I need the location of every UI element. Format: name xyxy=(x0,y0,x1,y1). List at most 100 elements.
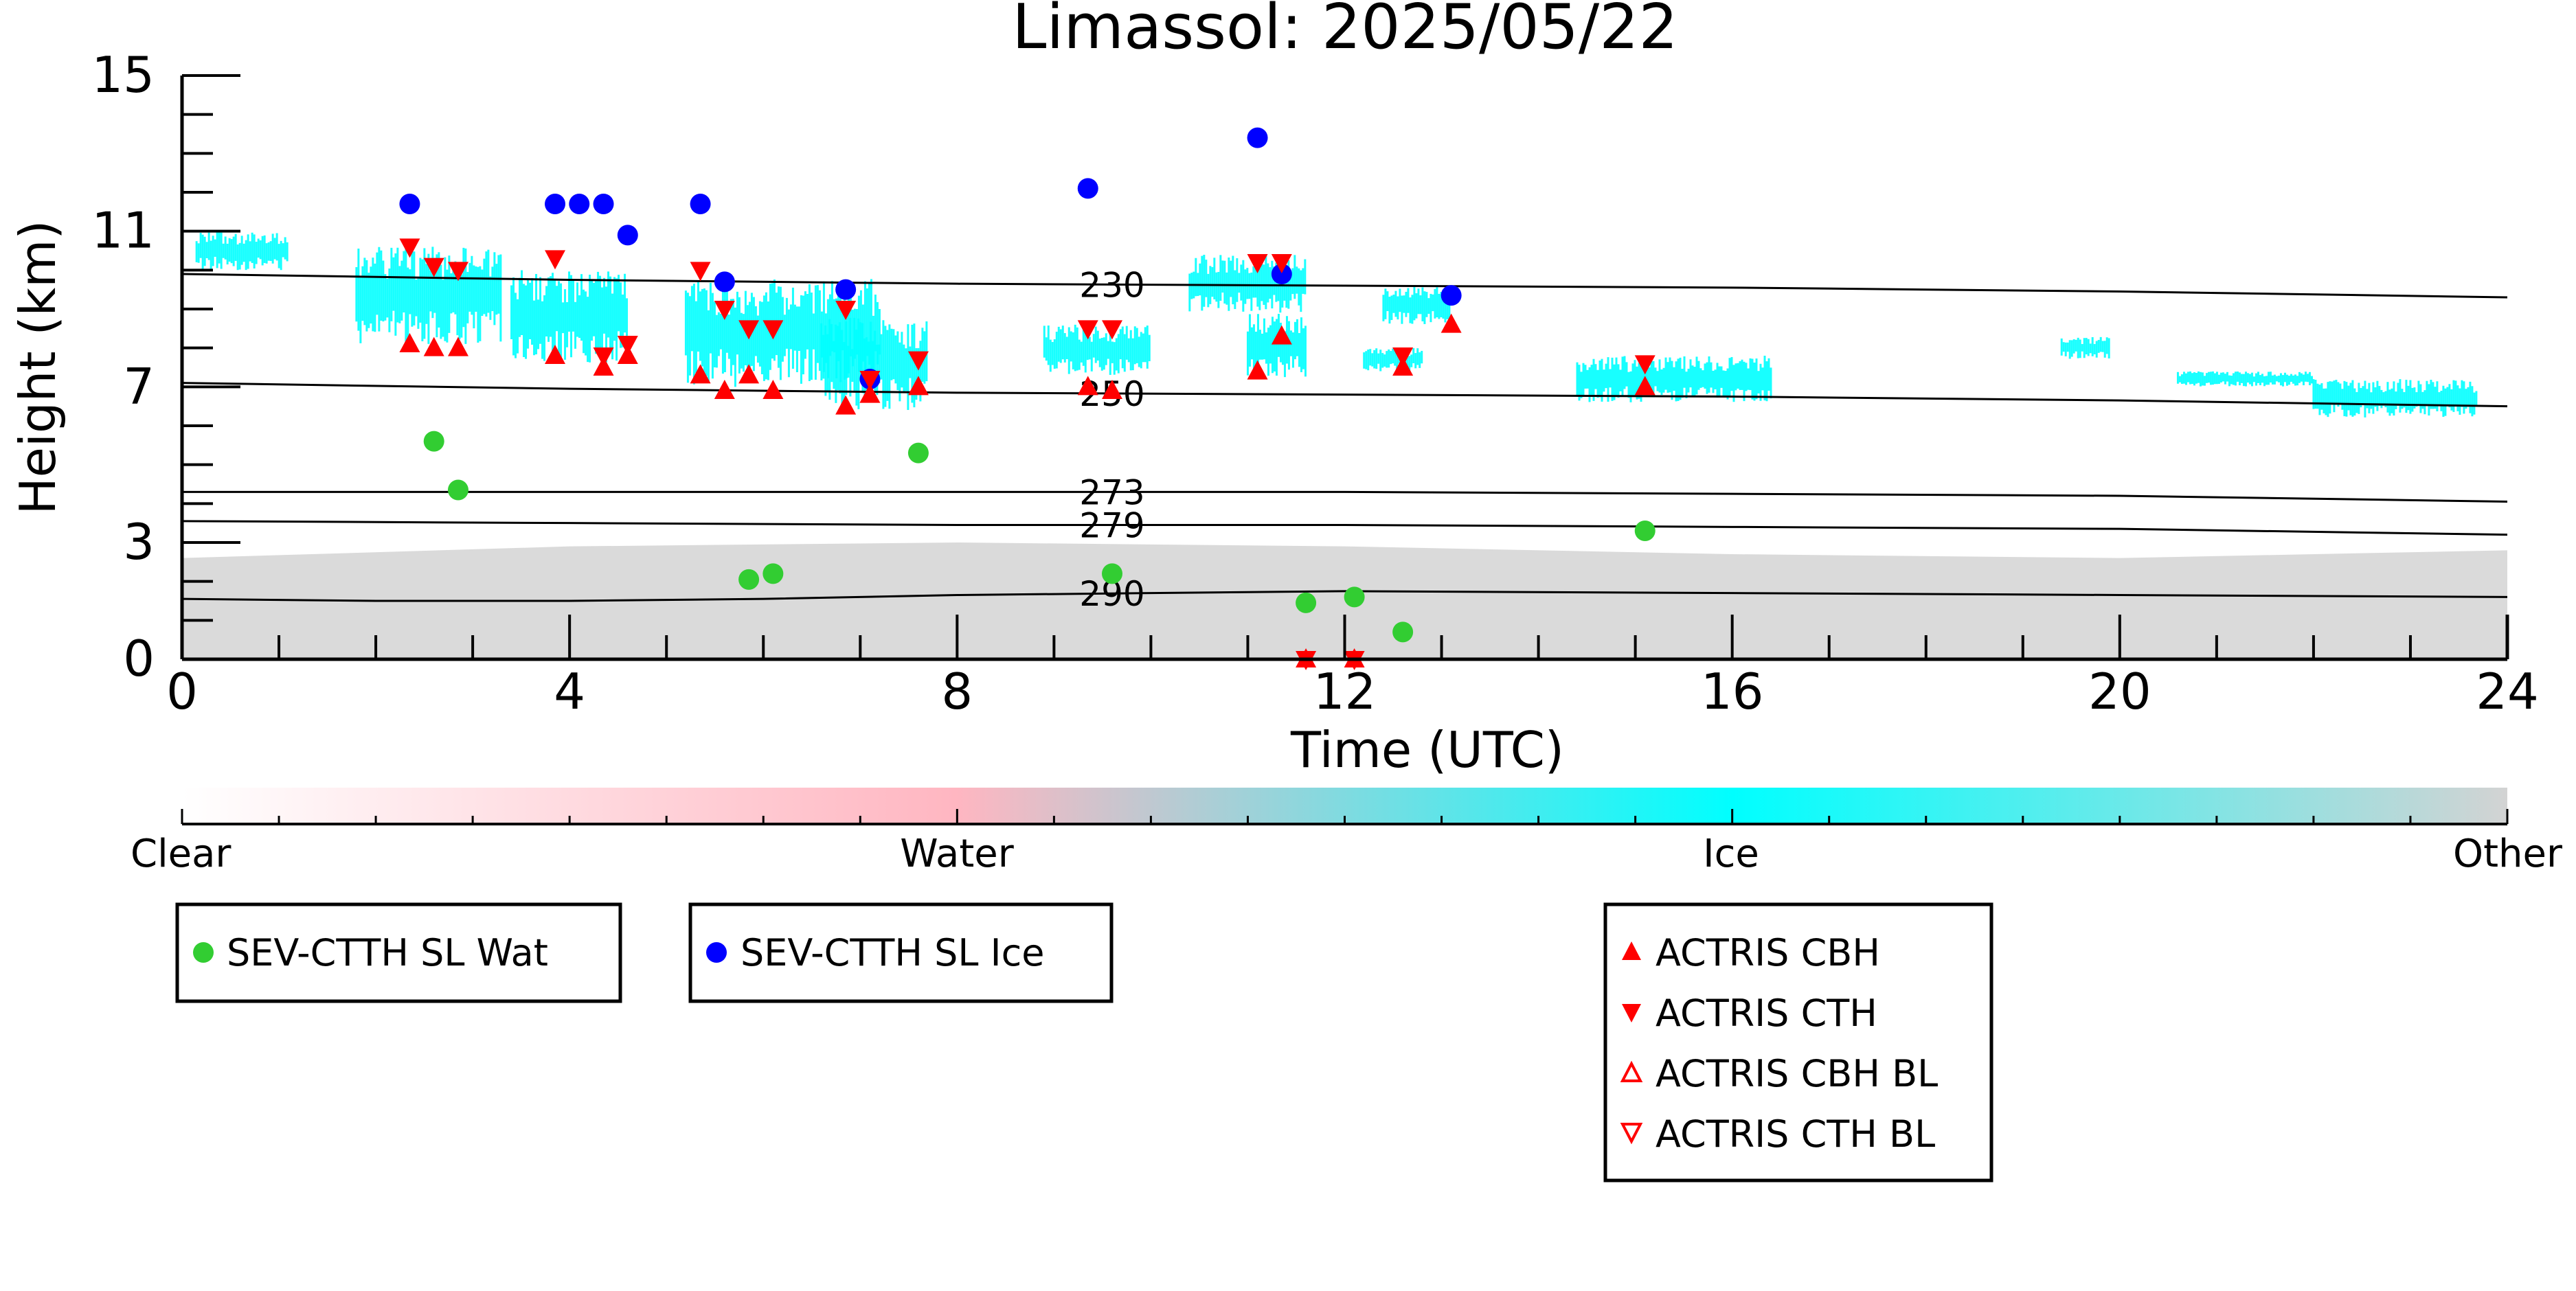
marker-sev-ctth-sl-wat xyxy=(1392,621,1414,643)
legend-label-actris-cth-bl: ACTRIS CTH BL xyxy=(1656,1112,1935,1156)
marker-actris-cbh xyxy=(545,345,566,364)
marker-actris-cbh xyxy=(835,395,857,415)
legend-marker-sev-wat xyxy=(193,942,214,963)
marker-actris-cth xyxy=(1247,254,1268,273)
legend-label-sev-wat: SEV-CTTH SL Wat xyxy=(227,931,548,974)
cloud-region xyxy=(2176,371,2313,387)
legend-marker-actris-cth xyxy=(1622,1004,1641,1022)
marker-sev-ctth-sl-ice xyxy=(617,225,638,246)
marker-sev-ctth-sl-ice xyxy=(399,194,420,214)
marker-actris-cbh xyxy=(447,336,468,356)
marker-actris-cbh xyxy=(1634,376,1656,396)
marker-sev-ctth-sl-wat xyxy=(1634,521,1656,541)
cloud-region xyxy=(195,232,289,271)
legend-frame xyxy=(175,902,622,1003)
marker-actris-cbh xyxy=(762,380,784,399)
colorbar-label-ice: Ice xyxy=(1703,832,1759,876)
y-tick-label: 7 xyxy=(123,357,155,415)
isotherm-label: 279 xyxy=(1079,506,1144,546)
legend-label-sev-ice: SEV-CTTH SL Ice xyxy=(741,931,1045,974)
y-tick-label: 15 xyxy=(91,46,155,104)
y-tick-label: 3 xyxy=(123,513,155,571)
marker-actris-cth xyxy=(423,258,444,277)
cloud-region xyxy=(1382,286,1451,324)
isotherm-line xyxy=(181,590,2508,602)
cloud-region xyxy=(1188,254,1307,313)
legend-sev-ice: SEV-CTTH SL Ice xyxy=(688,902,1114,1003)
chart-title: Limassol: 2025/05/22 xyxy=(1012,0,1677,63)
cloud-region xyxy=(2060,336,2110,359)
marker-actris-cbh xyxy=(1102,380,1122,399)
marker-sev-ctth-sl-wat xyxy=(1102,563,1122,584)
legend-actris: ACTRIS CBH ACTRIS CTH ACTRIS CBH BL ACTR… xyxy=(1603,902,1993,1183)
legend-frame xyxy=(688,902,1114,1003)
marker-actris-cth xyxy=(617,336,638,355)
marker-actris-cth xyxy=(1392,347,1414,367)
colorbar-label-clear: Clear xyxy=(131,832,231,876)
marker-sev-ctth-sl-ice xyxy=(545,194,566,214)
colorbar: Clear Water Ice Other xyxy=(131,788,2563,876)
marker-actris-cth xyxy=(714,301,735,320)
cloud-region xyxy=(510,270,629,364)
cloud-region xyxy=(1576,356,1772,402)
isotherm-line xyxy=(181,382,2508,408)
isotherm-label: 230 xyxy=(1079,265,1144,305)
marker-actris-cth xyxy=(1102,320,1122,340)
isotherm-line xyxy=(181,520,2508,536)
colorbar-label-other: Other xyxy=(2453,832,2563,876)
legend-label-actris-cth: ACTRIS CTH xyxy=(1656,992,1877,1035)
marker-sev-ctth-sl-ice xyxy=(1077,178,1098,199)
isotherm-label: 273 xyxy=(1079,472,1144,512)
legend-sev-wat: SEV-CTTH SL Wat xyxy=(175,902,622,1003)
marker-actris-cth xyxy=(1634,355,1656,375)
marker-actris-cbh xyxy=(1247,360,1268,380)
y-tick-label: 11 xyxy=(91,202,155,260)
marker-actris-cbh xyxy=(714,380,735,399)
marker-actris-cbh xyxy=(399,333,420,352)
marker-actris-cth xyxy=(399,238,420,258)
marker-actris-cth xyxy=(1271,254,1292,273)
cloud-region xyxy=(820,317,928,411)
marker-sev-ctth-sl-wat xyxy=(907,442,929,464)
marker-actris-cth xyxy=(690,262,711,282)
legend-marker-actris-cbh xyxy=(1622,941,1641,960)
marker-sev-ctth-sl-ice xyxy=(690,194,711,214)
axes: 0 4 8 12 16 20 24 0 3 7 11 15 xyxy=(91,46,2538,720)
colorbar-label-water: Water xyxy=(900,832,1015,876)
y-axis-label: Height (km) xyxy=(9,220,67,515)
marker-actris-cbh xyxy=(738,364,760,384)
marker-actris-cth xyxy=(447,262,468,282)
legend-marker-sev-ice xyxy=(706,942,727,963)
x-tick-label: 0 xyxy=(166,663,198,720)
legend-frame xyxy=(1603,902,1993,1183)
marker-actris-cth xyxy=(859,371,881,390)
marker-actris-cbh xyxy=(907,376,929,396)
marker-actris-cth xyxy=(738,320,760,340)
isotherm-line xyxy=(181,273,2508,299)
marker-sev-ctth-sl-wat xyxy=(738,569,760,590)
legend-marker-actris-cbh-bl xyxy=(1620,1060,1643,1082)
cloud-region xyxy=(1363,347,1423,372)
x-tick-label: 20 xyxy=(2088,663,2151,720)
marker-actris-cbh xyxy=(690,364,711,384)
x-tick-label: 4 xyxy=(554,663,585,720)
marker-actris-cbh xyxy=(859,383,881,403)
marker-sev-ctth-sl-wat xyxy=(447,479,468,501)
marker-actris-cth xyxy=(593,347,614,367)
marker-actris-cbh xyxy=(1077,376,1098,396)
plot-area: 230250273279290 xyxy=(181,127,2508,670)
marker-actris-cth xyxy=(1077,320,1098,340)
marker-actris-cbh xyxy=(1271,325,1292,345)
legend-label-actris-cbh-bl: ACTRIS CBH BL xyxy=(1656,1052,1938,1095)
marker-actris-cth xyxy=(762,320,784,340)
x-tick-label: 24 xyxy=(2476,663,2539,720)
marker-sev-ctth-sl-ice xyxy=(569,194,590,214)
marker-sev-ctth-sl-ice xyxy=(1271,264,1292,284)
marker-sev-ctth-sl-ice xyxy=(714,271,735,293)
legend-marker-actris-cth-bl xyxy=(1620,1123,1643,1145)
marker-actris-cbh xyxy=(1440,313,1462,333)
marker-actris-cth xyxy=(545,250,566,270)
marker-actris-cth xyxy=(907,351,929,371)
